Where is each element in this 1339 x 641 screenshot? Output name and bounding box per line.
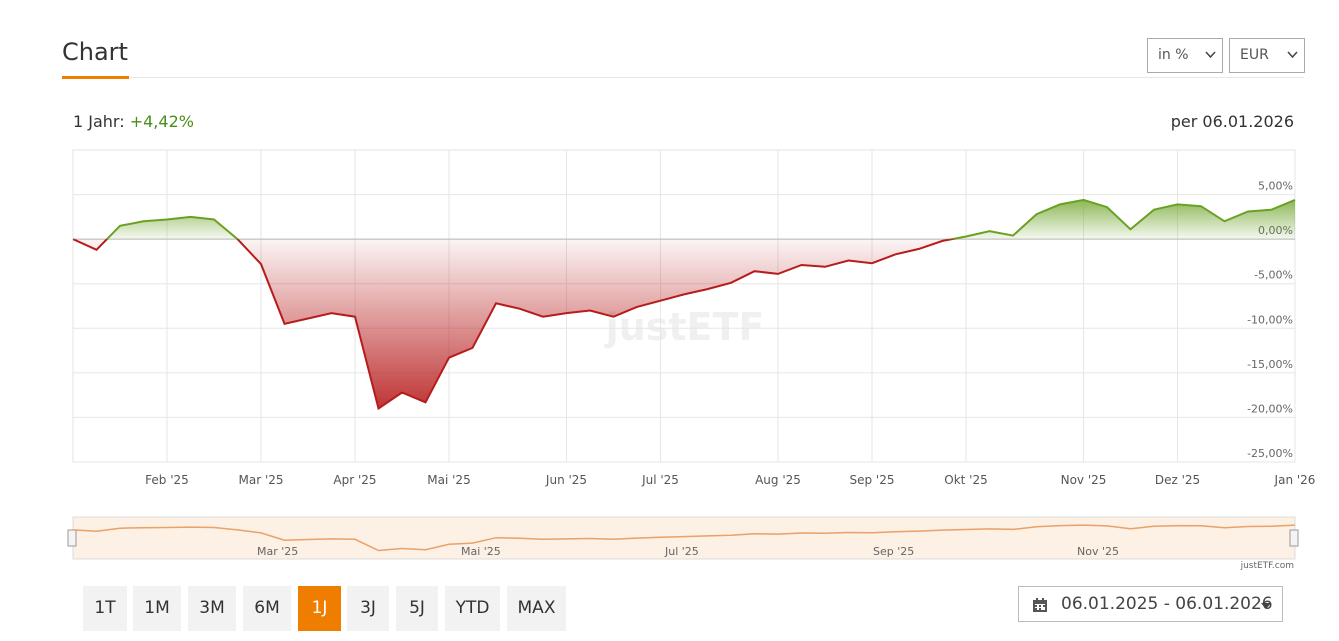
x-tick-label: Jun '25 [545,473,587,487]
select-text: in % [1158,47,1189,63]
period-button[interactable]: 3J [347,586,389,631]
section-title: Chart [62,38,128,66]
credit: justETF.com [1240,561,1294,571]
period-button[interactable]: 1J [298,586,341,631]
period-button[interactable]: YTD [445,586,500,631]
x-tick-label: Aug '25 [755,473,801,487]
watermark: justETF [604,305,765,349]
unit-select[interactable]: in % [1147,38,1223,73]
y-tick-label: -20,00% [1247,402,1293,415]
navigator-label: Jul '25 [664,545,699,558]
positive-line [72,198,1296,240]
x-tick-label: Mai '25 [427,473,470,487]
currency-select[interactable]: EUR [1229,38,1305,73]
date-range-picker[interactable]: 06.01.2025 - 06.01.2026 [1018,586,1283,622]
chevron [1287,51,1298,59]
period-button[interactable]: MAX [507,586,566,631]
navigator-handle[interactable] [1289,529,1299,547]
select-text: EUR [1240,47,1269,63]
negative-line [72,239,958,411]
y-tick-label: -10,00% [1247,313,1293,326]
x-tick-label: Dez '25 [1155,473,1200,487]
calendar-icon [1033,598,1047,612]
title-underline [62,76,129,79]
period-button[interactable]: 6M [243,586,291,631]
y-tick-label: -15,00% [1247,358,1293,371]
navigator-handle[interactable] [67,529,77,547]
divider [62,77,1304,78]
x-tick-label: Mar '25 [238,473,283,487]
period-button[interactable]: 1M [133,586,181,631]
positive-area [73,199,1295,240]
x-tick-label: Okt '25 [944,473,987,487]
x-tick-label: Jul '25 [641,473,679,487]
x-tick-label: Jan '26 [1274,473,1316,487]
navigator-label: Nov '25 [1077,545,1119,558]
performance-summary: 1 Jahr: +4,42% [73,112,194,131]
navigator-label: Sep '25 [873,545,914,558]
summary-label: 1 Jahr: [73,112,125,131]
period-button[interactable]: 1T [83,586,127,631]
period-button[interactable]: 3M [188,586,236,631]
negative-area [73,239,1295,409]
navigator-label: Mai '25 [461,545,501,558]
navigator-label: Mar '25 [257,545,298,558]
x-tick-label: Nov '25 [1061,473,1107,487]
date-range-text: 06.01.2025 - 06.01.2026 [1061,594,1273,614]
as-of-date: per 06.01.2026 [1170,112,1294,131]
chevron [1205,51,1216,59]
summary-value: +4,42% [129,112,194,131]
x-tick-label: Feb '25 [145,473,189,487]
y-tick-label: 5,00% [1258,180,1293,193]
x-tick-label: Sep '25 [850,473,895,487]
navigator-line [72,524,1296,552]
y-tick-label: -5,00% [1254,269,1293,282]
x-tick-label: Apr '25 [333,473,376,487]
caret [1261,603,1271,609]
y-tick-label: -25,00% [1247,447,1293,460]
period-button[interactable]: 5J [396,586,438,631]
